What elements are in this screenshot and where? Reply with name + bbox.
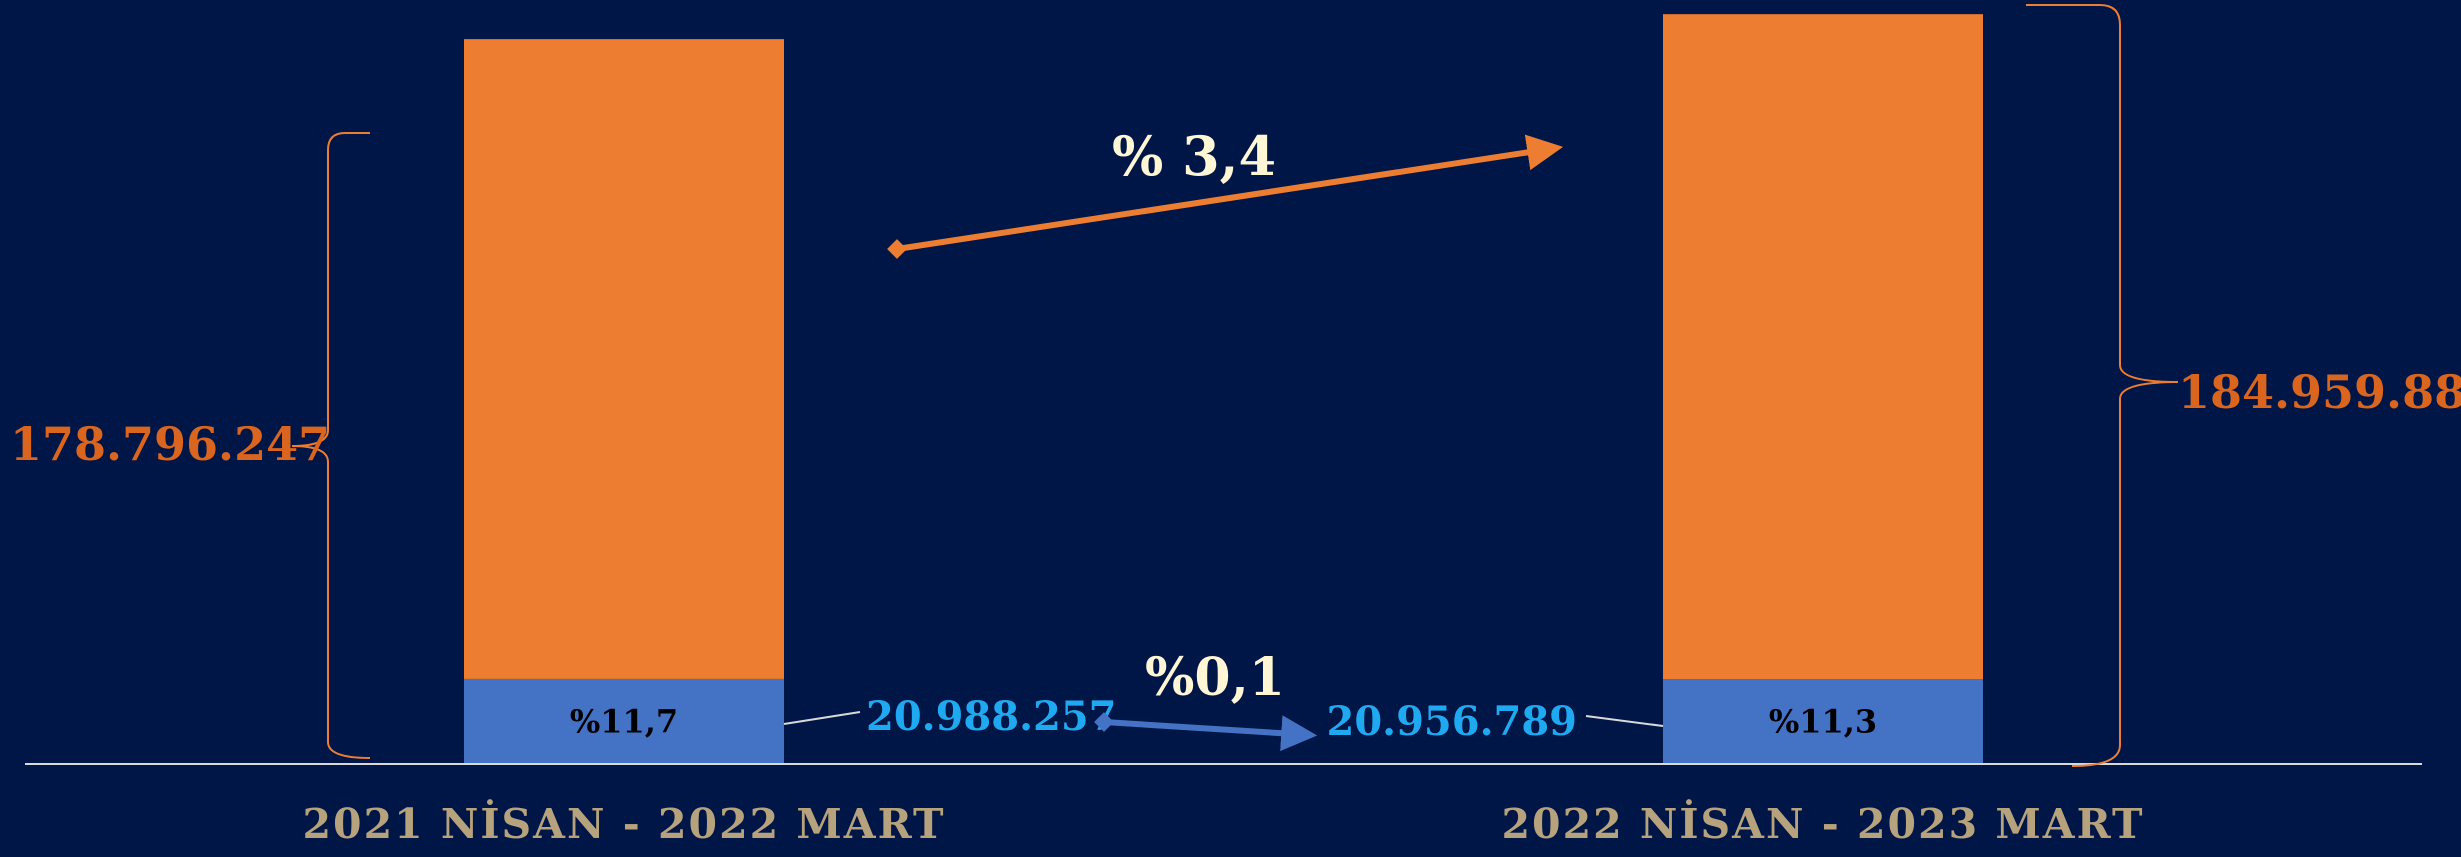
category-label: 2022 NİSAN - 2023 MART [1502, 799, 2145, 848]
segment-percent-label: %11,7 [570, 702, 678, 740]
segment-percent-label: %11,3 [1769, 703, 1877, 741]
total-change-label: % 3,4 [1112, 124, 1276, 188]
total-brace-right [2026, 5, 2178, 766]
total-label-right: 184.959.882 [2178, 365, 2461, 419]
total-label-left: 178.796.247 [10, 417, 330, 471]
bar-segment-orange [464, 39, 784, 679]
blue-change-arrow [1104, 722, 1310, 735]
category-label: 2021 NİSAN - 2022 MART [303, 799, 946, 848]
leader-line-right [1586, 716, 1663, 726]
blue-value-label-left: 20.988.257 [866, 693, 1117, 740]
total-change-arrow-tail [887, 239, 907, 259]
bar-segment-orange [1663, 14, 1983, 679]
blue-change-label: %0,1 [1145, 647, 1285, 708]
leader-line-left [784, 712, 860, 724]
blue-value-label-right: 20.956.789 [1326, 698, 1577, 745]
